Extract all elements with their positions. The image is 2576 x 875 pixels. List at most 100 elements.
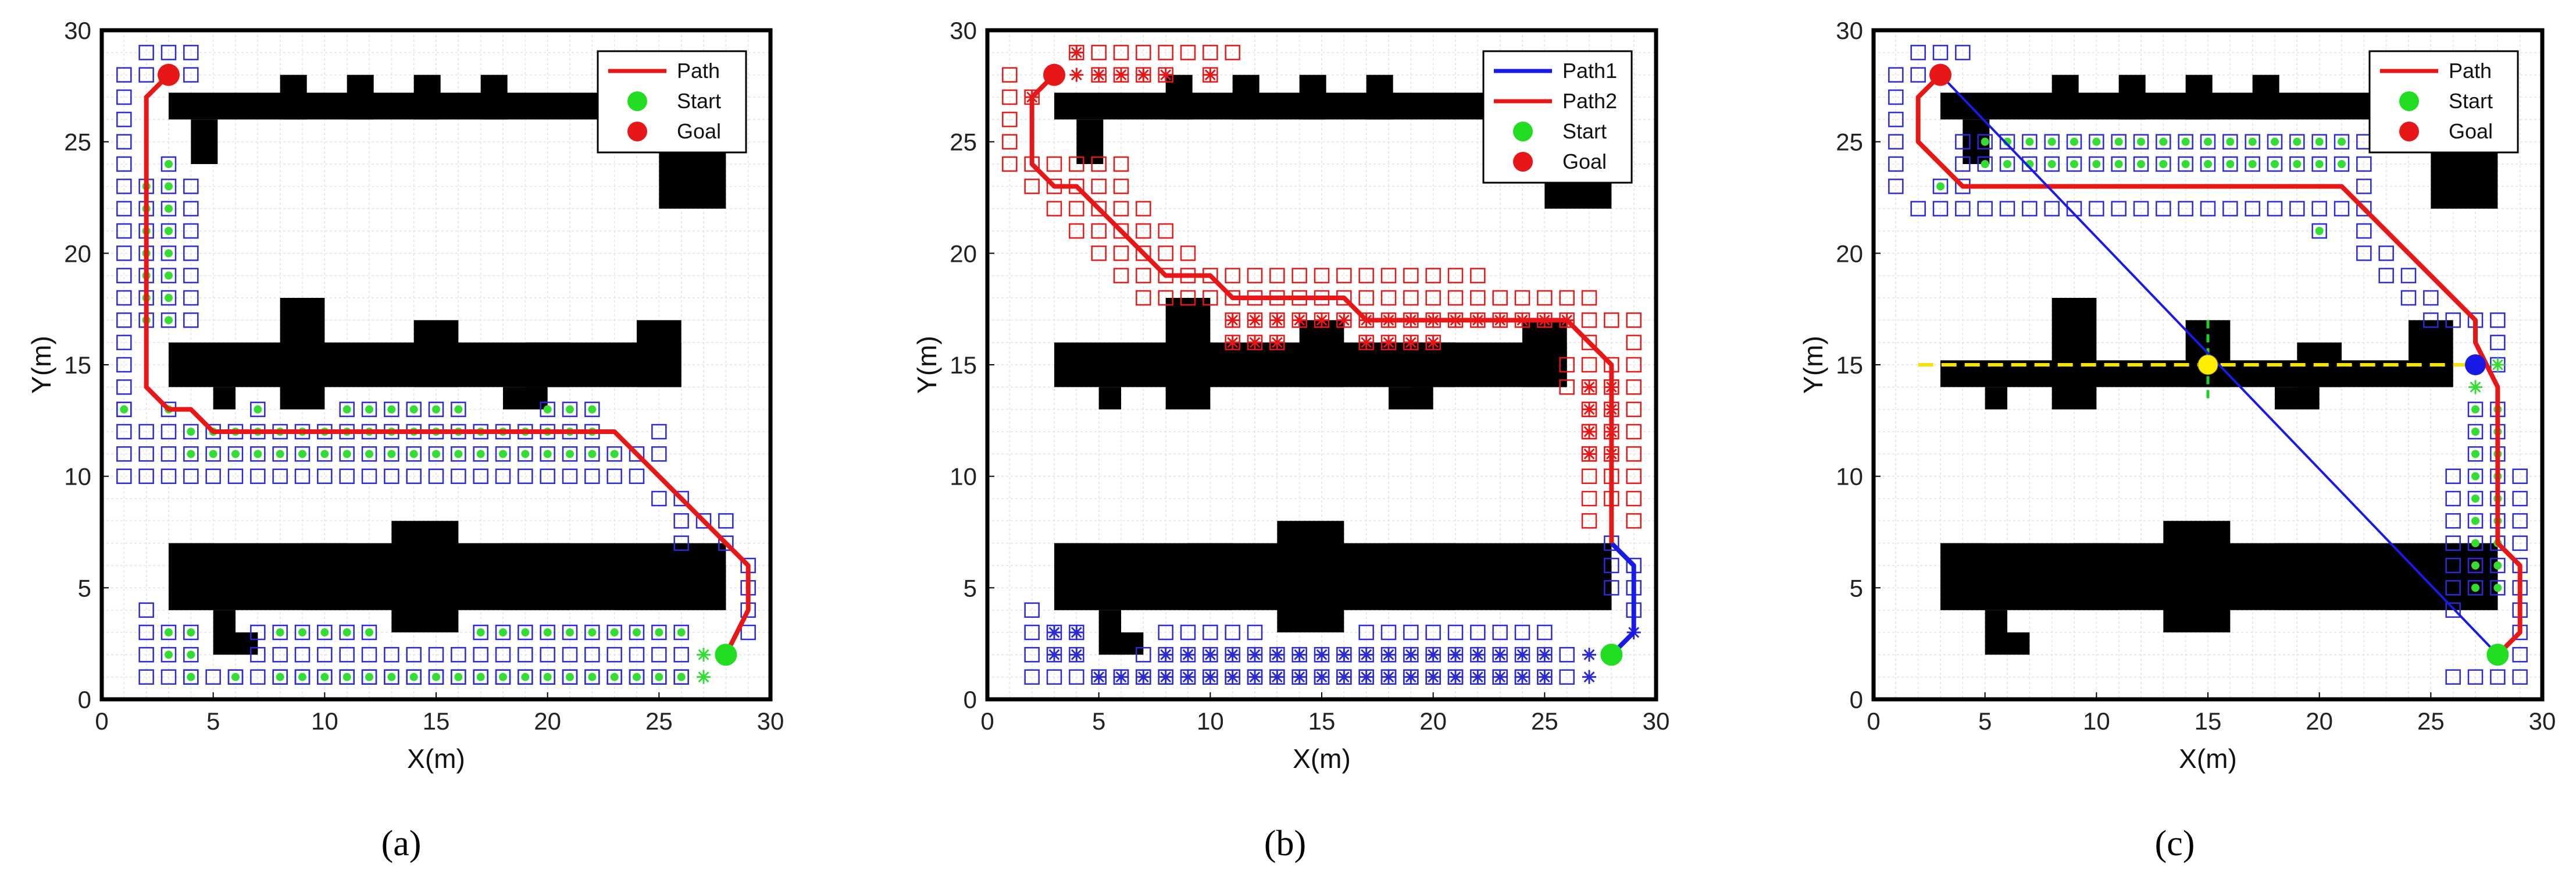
open-node-red <box>1225 45 1240 61</box>
open-node-red <box>1626 312 1642 328</box>
closed-node-red-star <box>1315 313 1329 328</box>
closed-node-fill <box>2471 584 2479 592</box>
closed-node-fill <box>566 628 574 636</box>
closed-node-red-star <box>1248 335 1262 350</box>
open-node <box>2512 468 2528 484</box>
y-tick-label: 10 <box>950 463 977 490</box>
closed-node-fill <box>521 628 530 636</box>
open-node <box>718 535 734 551</box>
open-node <box>495 647 511 663</box>
open-node-red <box>1626 379 1642 395</box>
closed-node-fill <box>231 450 240 458</box>
open-node <box>1888 112 1904 127</box>
y-tick-label: 20 <box>950 240 977 267</box>
open-node-red <box>1514 290 1530 306</box>
open-node-red <box>1180 45 1196 61</box>
open-node <box>116 446 132 462</box>
x-tick-label: 5 <box>1978 707 1992 735</box>
closed-node <box>160 179 177 194</box>
closed-node-fill <box>342 450 351 458</box>
closed-node-fill <box>365 450 373 458</box>
open-node-red <box>1136 223 1151 239</box>
open-node-red <box>1180 246 1196 261</box>
closed-node <box>294 446 311 462</box>
closed-node-fill <box>298 673 306 681</box>
open-node-red <box>1559 290 1575 306</box>
legend-box <box>597 50 747 154</box>
open-node <box>562 647 578 663</box>
panel-caption: (b) <box>1264 824 1306 863</box>
closed-node-fill <box>2114 160 2123 168</box>
closed-node <box>2044 156 2060 172</box>
closed-node-fill <box>387 673 396 681</box>
obstacle-block <box>1232 74 1260 120</box>
closed-node-blue-star <box>1382 648 1396 662</box>
closed-node <box>2178 134 2193 150</box>
open-node-red <box>1113 179 1129 194</box>
obstacle-block <box>191 119 218 164</box>
closed-node <box>2467 468 2484 484</box>
open-node-red <box>1136 268 1151 283</box>
obstacle-block <box>1500 565 1612 610</box>
closed-node <box>384 669 399 685</box>
open-node-red <box>1537 290 1553 306</box>
closed-node-fill <box>521 450 530 458</box>
closed-node-fill <box>2293 137 2302 146</box>
open-node-blue <box>1247 624 1263 641</box>
x-axis-label: X(m) <box>2179 744 2237 774</box>
closed-node <box>183 669 199 685</box>
closed-node-fill <box>365 405 373 414</box>
open-node <box>361 647 377 663</box>
closed-node-red-star <box>1337 313 1351 328</box>
open-node <box>116 201 132 216</box>
closed-node-fill <box>2070 160 2078 168</box>
closed-node <box>495 446 511 462</box>
obstacle-block <box>2163 521 2231 632</box>
open-node <box>428 647 444 663</box>
open-node <box>2334 201 2350 216</box>
closed-node-fill <box>342 673 351 681</box>
closed-node-fill <box>209 450 217 458</box>
open-node <box>2356 179 2372 194</box>
open-node-red <box>1046 156 1062 172</box>
open-node-red <box>1158 246 1173 261</box>
closed-node-fill <box>521 673 530 681</box>
open-node <box>2445 468 2461 484</box>
closed-node-fill <box>2248 137 2257 146</box>
open-node-red <box>1113 246 1129 261</box>
open-node <box>138 424 154 440</box>
closed-node <box>160 647 177 663</box>
closed-node-red-star <box>1426 335 1440 350</box>
path-line <box>1939 74 2499 656</box>
open-node <box>272 468 288 484</box>
open-node-red <box>1002 134 1018 150</box>
open-node-red <box>1002 156 1018 172</box>
closed-node <box>361 401 377 417</box>
legend-label: Path <box>677 59 720 83</box>
open-node <box>116 67 132 83</box>
closed-node <box>584 624 600 641</box>
closed-node <box>160 312 177 328</box>
open-node <box>629 647 645 663</box>
closed-node-fill <box>566 450 574 458</box>
closed-node-fill <box>187 673 195 681</box>
closed-node <box>339 401 355 417</box>
closed-node-blue-star <box>1493 670 1507 684</box>
closed-node <box>2200 156 2216 172</box>
closed-node-fill <box>387 450 396 458</box>
open-node-blue <box>1604 580 1619 596</box>
open-node-red <box>1136 201 1151 216</box>
open-node <box>1955 201 1971 216</box>
closed-node-fill <box>320 673 329 681</box>
closed-node-red-star <box>1225 313 1240 328</box>
legend-label: Goal <box>2449 119 2493 143</box>
open-node-red <box>1380 268 1397 283</box>
closed-node-fill <box>2315 227 2324 235</box>
legend-label: Start <box>1562 119 1607 143</box>
open-node <box>339 468 355 484</box>
closed-node <box>428 446 444 462</box>
closed-node-fill <box>588 628 597 636</box>
open-node-blue <box>1604 557 1619 574</box>
star-node <box>697 670 711 684</box>
closed-node <box>651 669 667 685</box>
